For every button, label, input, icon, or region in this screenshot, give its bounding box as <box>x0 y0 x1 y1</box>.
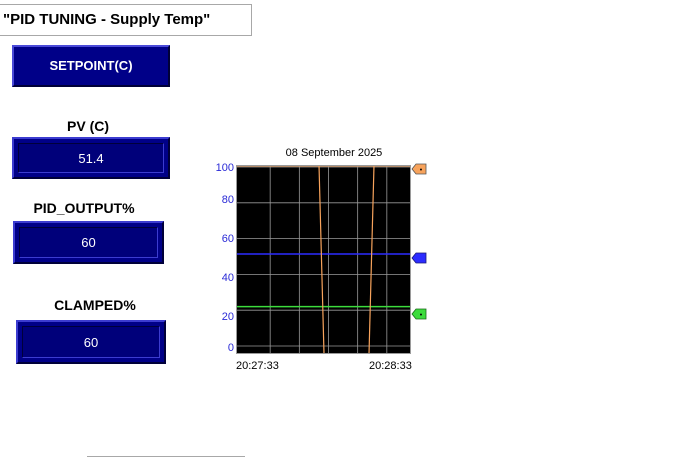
trend-plot[interactable] <box>236 165 411 354</box>
svg-text:•: • <box>420 312 423 319</box>
y-tick-40: 40 <box>221 272 234 284</box>
y-tick-60: 60 <box>221 233 234 245</box>
orange-marker-icon[interactable]: • <box>411 163 427 175</box>
clamped-display: 60 <box>16 320 166 364</box>
svg-text:•: • <box>420 167 423 174</box>
bottom-divider <box>87 456 245 457</box>
green-marker-icon[interactable]: • <box>411 308 427 320</box>
series-line-orange-2 <box>368 165 375 354</box>
trend-date: 08 September 2025 <box>285 147 383 159</box>
y-tick-80: 80 <box>221 194 234 206</box>
pid-output-value: 60 <box>19 227 158 258</box>
page-title: "PID TUNING - Supply Temp" <box>0 4 252 36</box>
y-tick-20: 20 <box>221 311 234 323</box>
x-tick-end: 20:28:33 <box>369 360 412 372</box>
blue-marker-icon[interactable] <box>411 252 427 264</box>
clamped-label: CLAMPED% <box>54 297 136 313</box>
pid-output-display: 60 <box>13 221 164 264</box>
plot-grid <box>236 165 411 354</box>
pv-value: 51.4 <box>18 143 164 173</box>
series-line-orange-1 <box>318 165 325 354</box>
pv-label: PV (C) <box>67 118 109 134</box>
x-tick-start: 20:27:33 <box>236 360 279 372</box>
y-tick-0: 0 <box>227 342 234 354</box>
pv-display: 51.4 <box>12 137 170 179</box>
plot-border <box>236 165 411 354</box>
setpoint-button[interactable]: SETPOINT(C) <box>12 45 170 87</box>
y-tick-100: 100 <box>215 162 234 174</box>
pid-output-label: PID_OUTPUT% <box>33 200 135 216</box>
clamped-value: 60 <box>22 326 160 358</box>
